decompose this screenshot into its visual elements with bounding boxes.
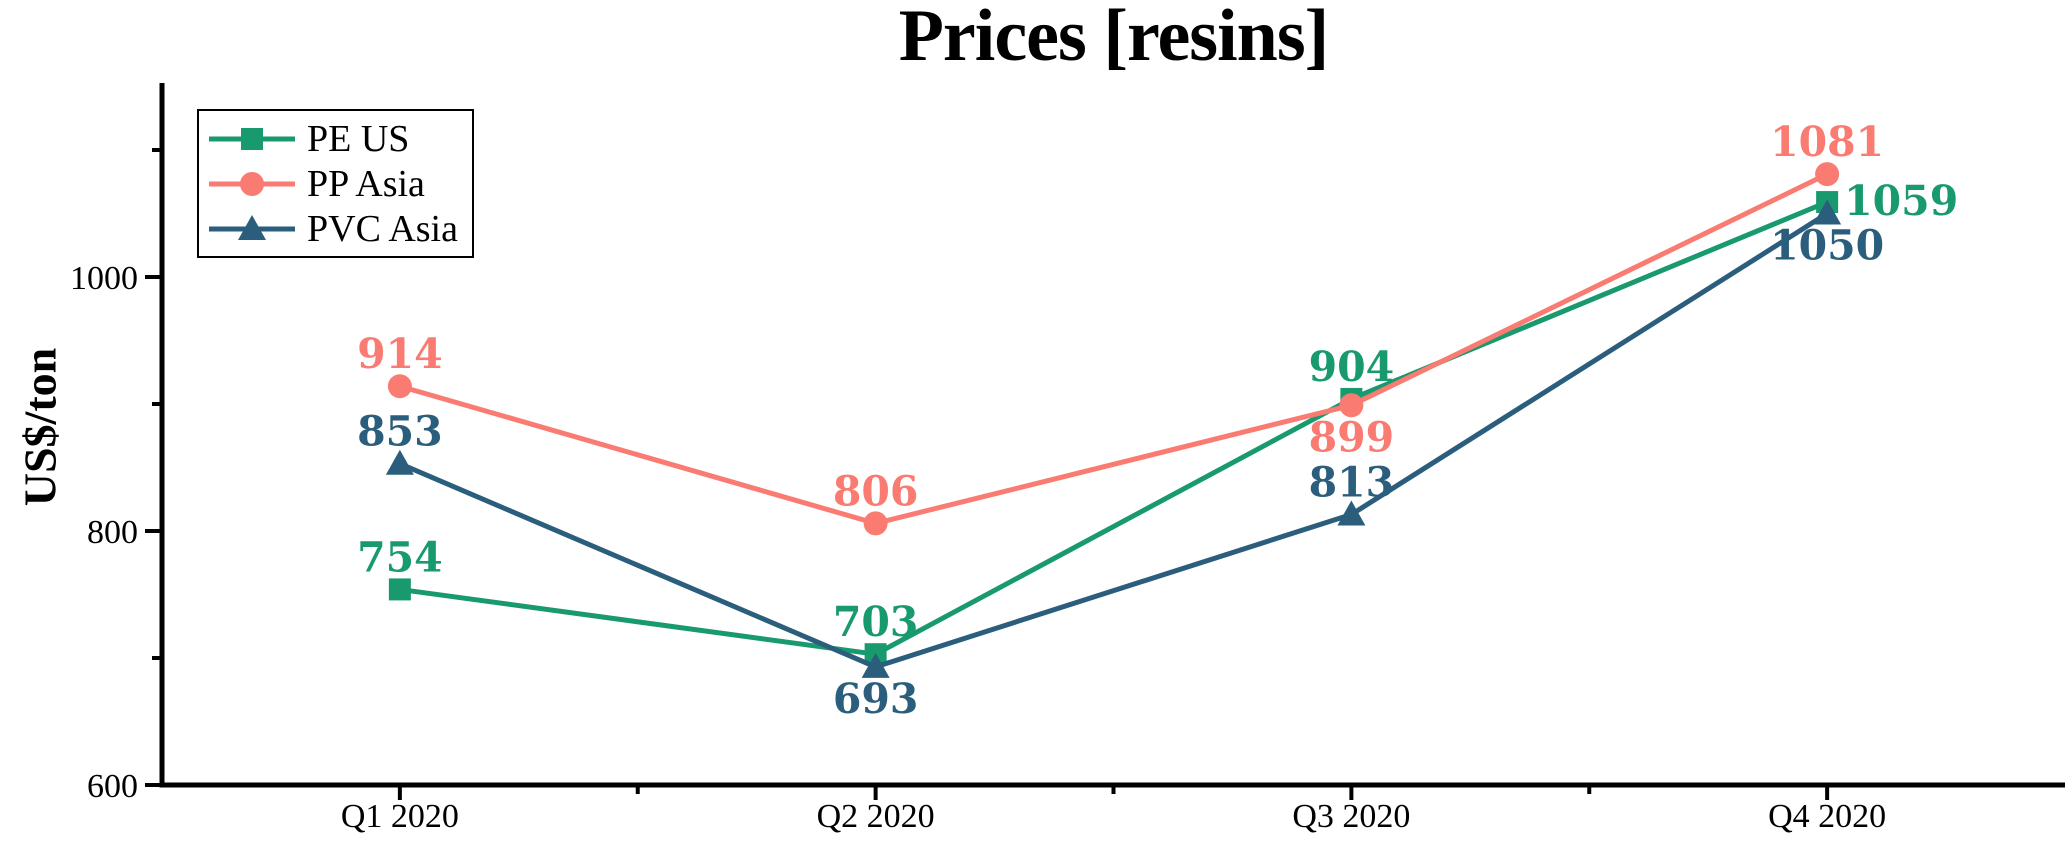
y-tick-label: 1000 bbox=[70, 260, 138, 297]
x-tick-label: Q3 2020 bbox=[1292, 798, 1410, 835]
series-line-pvc-asia bbox=[397, 211, 1830, 670]
circle-marker bbox=[1339, 393, 1364, 418]
legend-label: PVC Asia bbox=[307, 207, 458, 250]
x-tick-label: Q1 2020 bbox=[341, 798, 459, 835]
series-pe-us bbox=[388, 191, 1839, 666]
square-marker bbox=[388, 578, 411, 601]
data-label: 754 bbox=[357, 533, 443, 581]
legend-marker-circle-icon bbox=[209, 171, 295, 196]
data-label: 904 bbox=[1309, 343, 1395, 391]
triangle-marker bbox=[1813, 199, 1842, 225]
data-label: 1059 bbox=[1844, 177, 1958, 225]
data-label: 703 bbox=[833, 598, 919, 646]
circle-marker bbox=[863, 511, 888, 536]
legend-item-pp-asia: PP Asia bbox=[207, 161, 458, 206]
data-labels-pe-us: 754 703 904 1059 bbox=[357, 177, 1958, 646]
legend-label: PP Asia bbox=[307, 162, 425, 205]
data-labels-pvc-asia: 853 693 813 1050 bbox=[357, 222, 1884, 723]
y-tick-label: 800 bbox=[87, 514, 138, 551]
legend-item-pvc-asia: PVC Asia bbox=[207, 206, 458, 251]
y-tick-label: 600 bbox=[87, 768, 138, 805]
circle-marker bbox=[1815, 162, 1840, 187]
data-label: 853 bbox=[357, 408, 443, 456]
series-line-pe-us bbox=[397, 199, 1830, 657]
data-label: 914 bbox=[357, 330, 443, 378]
legend-marker-triangle-icon bbox=[209, 214, 295, 240]
legend-item-pe-us: PE US bbox=[207, 116, 458, 161]
triangle-marker bbox=[385, 449, 414, 475]
circle-marker bbox=[387, 374, 412, 399]
data-label: 1050 bbox=[1770, 222, 1884, 270]
x-tick-label: Q2 2020 bbox=[817, 798, 935, 835]
legend: PE US PP Asia PVC Asia bbox=[197, 109, 474, 258]
chart-title: Prices [resins] bbox=[898, 0, 1330, 77]
data-label: 899 bbox=[1309, 413, 1395, 461]
series-pvc-asia bbox=[385, 199, 1842, 678]
data-label: 693 bbox=[833, 675, 919, 723]
data-label: 1081 bbox=[1770, 118, 1884, 166]
series-pp-asia bbox=[387, 162, 1840, 536]
legend-marker-square-icon bbox=[209, 127, 295, 150]
x-tick-label: Q4 2020 bbox=[1768, 798, 1886, 835]
data-labels-pp-asia: 914 806 899 1081 bbox=[357, 118, 1884, 515]
data-label: 806 bbox=[833, 467, 919, 515]
legend-label: PE US bbox=[307, 117, 410, 160]
triangle-marker bbox=[1337, 500, 1366, 526]
triangle-marker bbox=[861, 652, 890, 678]
series-line-pp-asia bbox=[397, 171, 1830, 526]
data-label: 813 bbox=[1309, 458, 1395, 506]
